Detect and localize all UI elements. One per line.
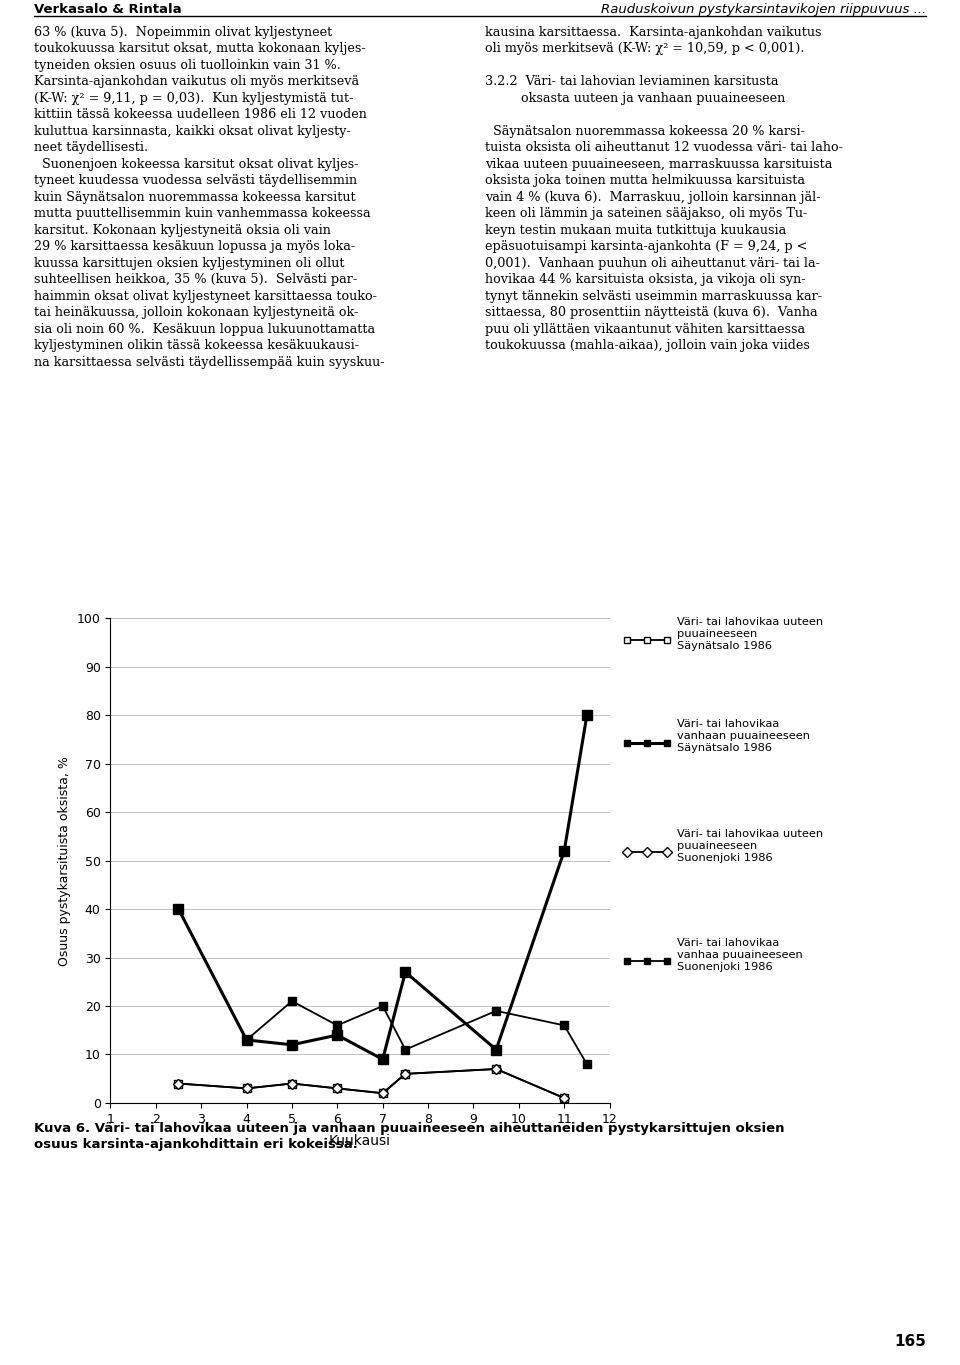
Text: Väri- tai lahovikaa
vanhaan puuaineeseen
Säynätsalo 1986: Väri- tai lahovikaa vanhaan puuaineeseen… [677, 719, 810, 753]
Text: Väri- tai lahovikaa uuteen
puuaineeseen
Säynätsalo 1986: Väri- tai lahovikaa uuteen puuaineeseen … [677, 617, 823, 651]
Text: Väri- tai lahovikaa
vanhaa puuaineeseen
Suonenjoki 1986: Väri- tai lahovikaa vanhaa puuaineeseen … [677, 938, 803, 972]
Text: Verkasalo & Rintala: Verkasalo & Rintala [34, 3, 181, 16]
Text: Kuva 6. Väri- tai lahovikaa uuteen ja vanhaan puuaineeseen aiheuttaneiden pystyk: Kuva 6. Väri- tai lahovikaa uuteen ja va… [34, 1122, 784, 1151]
Text: Rauduskoivun pystykarsintavikojen riippuvuus ...: Rauduskoivun pystykarsintavikojen riippu… [601, 3, 926, 16]
Y-axis label: Osuus pystykarsituista oksista, %: Osuus pystykarsituista oksista, % [59, 756, 71, 965]
Text: 165: 165 [895, 1334, 926, 1349]
Text: kausina karsittaessa.  Karsinta-ajankohdan vaikutus
oli myös merkitsevä (K-W: χ²: kausina karsittaessa. Karsinta-ajankohda… [485, 26, 843, 352]
Text: 63 % (kuva 5).  Nopeimmin olivat kyljestyneet
toukokuussa karsitut oksat, mutta : 63 % (kuva 5). Nopeimmin olivat kyljesty… [34, 26, 384, 369]
X-axis label: Kuukausi: Kuukausi [329, 1134, 391, 1148]
Text: Väri- tai lahovikaa uuteen
puuaineeseen
Suonenjoki 1986: Väri- tai lahovikaa uuteen puuaineeseen … [677, 829, 823, 863]
